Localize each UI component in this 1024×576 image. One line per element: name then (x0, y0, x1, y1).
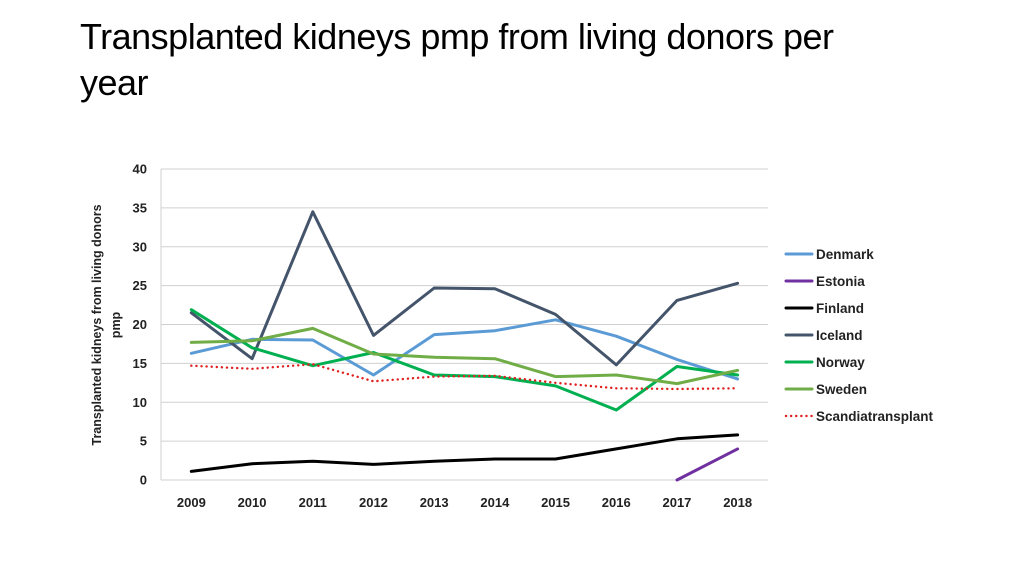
y-tick-label: 30 (133, 239, 147, 254)
x-tick-label: 2013 (420, 495, 449, 510)
title-line-2: year (80, 62, 149, 103)
x-tick-label: 2016 (602, 495, 631, 510)
series-line-estonia (675, 447, 740, 482)
legend-item-finland: Finland (784, 301, 864, 316)
y-tick-label: 0 (140, 473, 147, 488)
x-tick-label: 2011 (299, 495, 327, 510)
legend-label-estonia: Estonia (816, 274, 865, 289)
y-tick-label: 10 (133, 395, 147, 410)
y-axis-label-line-1: Transplanted kidneys from living donors (90, 204, 104, 445)
x-tick-label: 2017 (662, 495, 691, 510)
legend-label-sweden: Sweden (816, 382, 867, 397)
legend-item-denmark: Denmark (784, 247, 874, 262)
gridlines (160, 168, 768, 481)
legend-label-scandiatransplant: Scandiatransplant (816, 409, 934, 424)
y-tick-label: 20 (133, 317, 147, 332)
legend-item-scandiatransplant: Scandiatransplant (784, 409, 934, 424)
y-tick-label: 25 (133, 278, 147, 293)
legend-label-finland: Finland (816, 301, 864, 316)
y-axis-ticks: 0 5 10 15 20 25 30 35 40 (133, 162, 147, 488)
y-tick-label: 5 (140, 434, 147, 449)
y-tick-label: 15 (133, 356, 147, 371)
series-line-scandiatransplant (190, 363, 739, 391)
x-tick-label: 2010 (238, 495, 267, 510)
x-tick-label: 2015 (541, 495, 570, 510)
y-axis-label-line-2: pmp (109, 311, 123, 338)
x-tick-label: 2012 (359, 495, 388, 510)
legend-item-norway: Norway (784, 355, 865, 370)
series-line-finland (189, 433, 740, 473)
y-tick-label: 40 (133, 162, 147, 177)
series-lines (189, 210, 740, 482)
series-line-iceland (189, 210, 740, 367)
legend-item-sweden: Sweden (784, 382, 867, 397)
legend-label-iceland: Iceland (816, 328, 863, 343)
legend: Denmark Estonia Finland Iceland Norway Sweden… (784, 247, 934, 424)
legend-label-denmark: Denmark (816, 247, 874, 262)
x-tick-label: 2009 (177, 495, 206, 510)
legend-item-estonia: Estonia (784, 274, 865, 289)
series-line-denmark (189, 318, 740, 381)
title-line-1: Transplanted kidneys pmp from living don… (80, 16, 834, 57)
x-tick-label: 2018 (723, 495, 752, 510)
y-tick-label: 35 (133, 200, 147, 215)
legend-label-norway: Norway (816, 355, 865, 370)
legend-item-iceland: Iceland (784, 328, 863, 343)
x-axis-ticks: 2009 2010 2011 2012 2013 2014 2015 2016 2017 2018 (177, 495, 752, 510)
slide-title: Transplanted kidneys pmp from living don… (80, 14, 980, 106)
series-line-sweden (189, 326, 740, 386)
x-tick-label: 2014 (480, 495, 510, 510)
